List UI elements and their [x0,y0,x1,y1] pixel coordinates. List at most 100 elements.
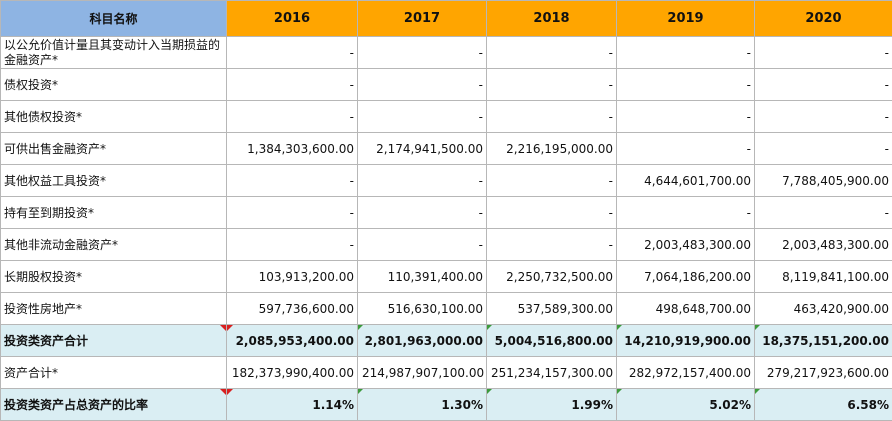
cell-value: 18,375,151,200.00 [762,334,889,348]
data-cell[interactable]: - [617,69,755,101]
data-cell[interactable]: - [487,197,617,229]
formula-marker [487,389,492,394]
data-cell[interactable]: 1.30% [358,389,487,421]
cell-value: 6.58% [847,398,889,412]
data-cell[interactable]: - [358,101,487,133]
data-cell[interactable]: 597,736,600.00 [227,293,358,325]
data-cell[interactable]: 5,004,516,800.00 [487,325,617,357]
formula-marker [617,389,622,394]
data-cell[interactable]: - [617,133,755,165]
data-cell[interactable]: - [227,101,358,133]
formula-marker [617,325,622,330]
formula-marker [358,325,363,330]
data-cell[interactable]: - [358,69,487,101]
data-cell[interactable]: - [487,69,617,101]
data-cell[interactable]: - [755,197,892,229]
data-cell[interactable]: 1,384,303,600.00 [227,133,358,165]
data-cell[interactable]: 2,216,195,000.00 [487,133,617,165]
table-row: 可供出售金融资产* 1,384,303,600.00 2,174,941,500… [1,133,892,165]
data-cell[interactable]: - [227,69,358,101]
data-cell[interactable]: 18,375,151,200.00 [755,325,892,357]
data-cell[interactable]: 2,085,953,400.00 [227,325,358,357]
data-cell[interactable]: - [487,37,617,69]
data-cell[interactable]: - [755,133,892,165]
data-cell[interactable]: 7,064,186,200.00 [617,261,755,293]
data-cell[interactable]: 463,420,900.00 [755,293,892,325]
column-header-year[interactable]: 2016 [227,1,358,37]
data-cell[interactable]: - [358,165,487,197]
data-cell[interactable]: 14,210,919,900.00 [617,325,755,357]
data-cell[interactable]: 1.99% [487,389,617,421]
formula-marker [755,389,760,394]
cell-value: 5.02% [709,398,751,412]
data-cell[interactable]: 282,972,157,400.00 [617,357,755,389]
data-cell[interactable]: 4,644,601,700.00 [617,165,755,197]
table-row: 持有至到期投资* - - - - - [1,197,892,229]
row-label[interactable]: 债权投资* [1,69,227,101]
data-cell[interactable]: - [227,197,358,229]
data-cell[interactable]: 251,234,157,300.00 [487,357,617,389]
data-cell[interactable]: - [617,197,755,229]
row-label[interactable]: 其他非流动金融资产* [1,229,227,261]
column-header-year[interactable]: 2018 [487,1,617,37]
header-row: 科目名称 2016 2017 2018 2019 2020 [1,1,892,37]
data-cell[interactable]: - [358,229,487,261]
comment-marker [220,389,226,395]
data-cell[interactable]: 537,589,300.00 [487,293,617,325]
data-cell[interactable]: 516,630,100.00 [358,293,487,325]
column-header-year[interactable]: 2019 [617,1,755,37]
row-label[interactable]: 以公允价值计量且其变动计入当期损益的金融资产* [1,37,227,69]
data-cell[interactable]: 110,391,400.00 [358,261,487,293]
cell-value: 1.99% [571,398,613,412]
data-cell[interactable]: - [227,37,358,69]
data-cell[interactable]: - [617,37,755,69]
data-cell[interactable]: - [755,69,892,101]
row-label[interactable]: 长期股权投资* [1,261,227,293]
data-cell[interactable]: 2,003,483,300.00 [617,229,755,261]
row-label[interactable]: 其他权益工具投资* [1,165,227,197]
row-label[interactable]: 投资类资产占总资产的比率 [1,389,227,421]
cell-value: 2,801,963,000.00 [365,334,483,348]
data-cell[interactable]: 6.58% [755,389,892,421]
data-cell[interactable]: 182,373,990,400.00 [227,357,358,389]
column-header-name[interactable]: 科目名称 [1,1,227,37]
data-cell[interactable]: - [227,165,358,197]
row-label[interactable]: 可供出售金融资产* [1,133,227,165]
data-cell[interactable]: 498,648,700.00 [617,293,755,325]
data-cell[interactable]: - [487,165,617,197]
row-label[interactable]: 资产合计* [1,357,227,389]
row-label[interactable]: 投资类资产合计 [1,325,227,357]
cell-value: 2,085,953,400.00 [236,334,354,348]
data-cell[interactable]: 2,801,963,000.00 [358,325,487,357]
data-cell[interactable]: 8,119,841,100.00 [755,261,892,293]
data-cell[interactable]: - [755,101,892,133]
row-label[interactable]: 持有至到期投资* [1,197,227,229]
data-cell[interactable]: 279,217,923,600.00 [755,357,892,389]
column-header-year[interactable]: 2017 [358,1,487,37]
data-cell[interactable]: 2,174,941,500.00 [358,133,487,165]
cell-value: 1.14% [312,398,354,412]
data-cell[interactable]: 2,250,732,500.00 [487,261,617,293]
row-label[interactable]: 投资性房地产* [1,293,227,325]
data-cell[interactable]: 1.14% [227,389,358,421]
row-label[interactable]: 其他债权投资* [1,101,227,133]
table-row: 其他债权投资* - - - - - [1,101,892,133]
data-cell[interactable]: 7,788,405,900.00 [755,165,892,197]
column-header-year[interactable]: 2020 [755,1,892,37]
data-cell[interactable]: - [358,197,487,229]
comment-marker [220,325,226,331]
formula-marker [358,389,363,394]
data-cell[interactable]: - [487,229,617,261]
row-label-text: 投资类资产占总资产的比率 [4,398,148,412]
data-cell[interactable]: - [227,229,358,261]
data-cell[interactable]: - [617,101,755,133]
data-cell[interactable]: - [755,37,892,69]
data-cell[interactable]: - [358,37,487,69]
cell-value: 5,004,516,800.00 [495,334,613,348]
data-cell[interactable]: 214,987,907,100.00 [358,357,487,389]
data-cell[interactable]: 103,913,200.00 [227,261,358,293]
data-cell[interactable]: - [487,101,617,133]
data-cell[interactable]: 5.02% [617,389,755,421]
data-cell[interactable]: 2,003,483,300.00 [755,229,892,261]
